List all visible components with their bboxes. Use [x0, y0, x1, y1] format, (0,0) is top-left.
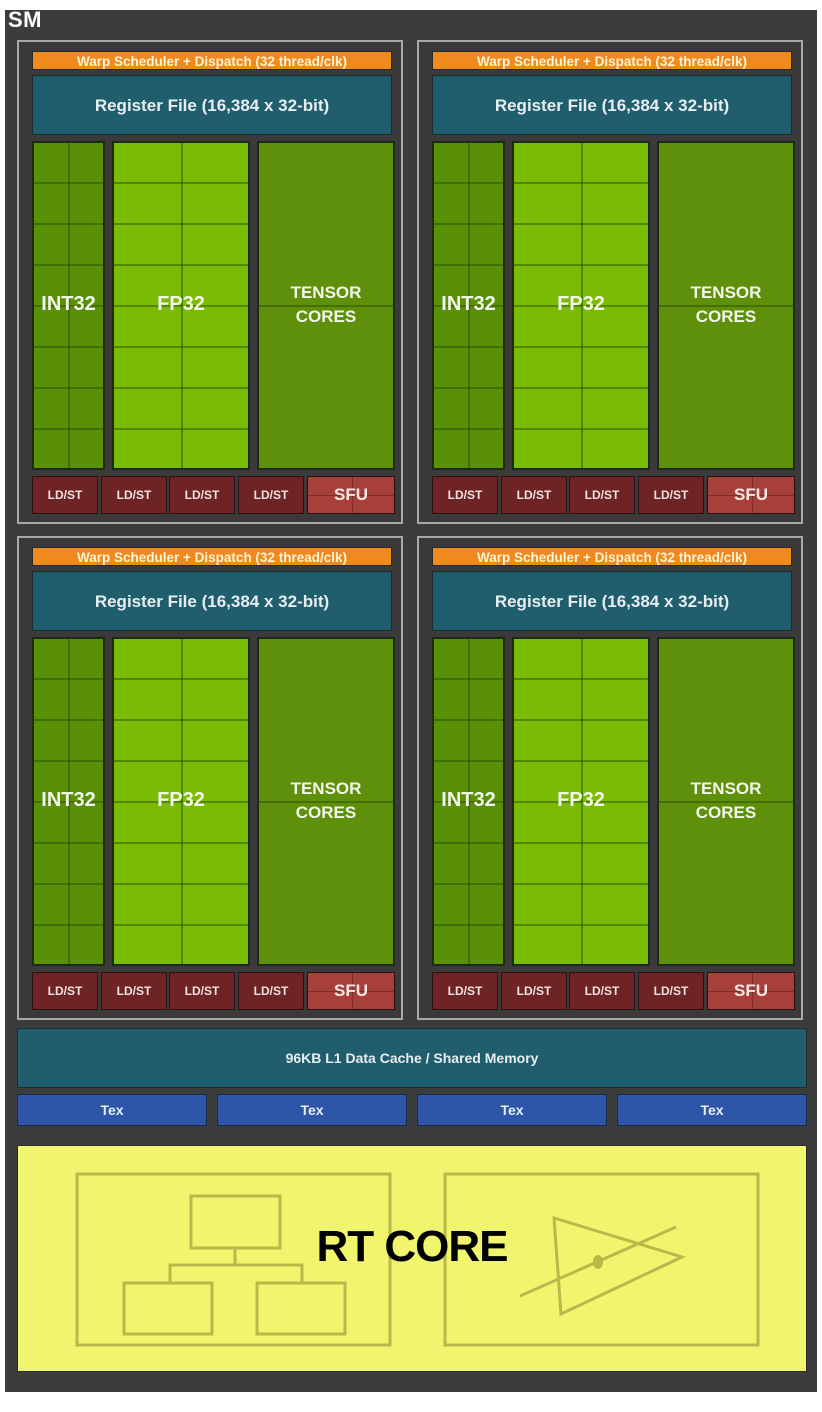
bvh-tree-icon [75, 1172, 392, 1347]
tensor-label-line2: CORES [295, 803, 357, 822]
tex-unit-2: Tex [217, 1094, 407, 1126]
int32-label: INT32 [441, 789, 496, 811]
ldst-unit: LD/ST [432, 476, 498, 514]
fp32-units: FP32 [112, 141, 250, 470]
fp32-label: FP32 [557, 293, 605, 315]
tex-unit-1: Tex [17, 1094, 207, 1126]
processing-block-2: Warp Scheduler + Dispatch (32 thread/clk… [417, 40, 803, 524]
ldst-unit: LD/ST [238, 972, 304, 1010]
fp32-label: FP32 [157, 789, 205, 811]
fp32-units: FP32 [512, 637, 650, 966]
sfu-unit: SFU [307, 972, 395, 1010]
sfu-unit: SFU [707, 476, 795, 514]
ldst-unit: LD/ST [569, 972, 635, 1010]
ldst-unit: LD/ST [101, 972, 167, 1010]
tensor-label-line2: CORES [695, 803, 757, 822]
tensor-label-line1: TENSOR [290, 283, 362, 302]
processing-block-4: Warp Scheduler + Dispatch (32 thread/clk… [417, 536, 803, 1020]
tensor-cores: TENSOR CORES [657, 637, 795, 966]
warp-scheduler: Warp Scheduler + Dispatch (32 thread/clk… [32, 547, 392, 566]
int32-label: INT32 [41, 293, 96, 315]
sfu-label: SFU [334, 485, 368, 504]
warp-scheduler: Warp Scheduler + Dispatch (32 thread/clk… [432, 547, 792, 566]
tensor-cores: TENSOR CORES [657, 141, 795, 470]
sfu-unit: SFU [707, 972, 795, 1010]
tensor-label-line2: CORES [695, 307, 757, 326]
tensor-label-line1: TENSOR [690, 283, 762, 302]
processing-block-3: Warp Scheduler + Dispatch (32 thread/clk… [17, 536, 403, 1020]
sfu-label: SFU [334, 981, 368, 1000]
rt-core: RT CORE [17, 1145, 807, 1372]
int32-units: INT32 [32, 637, 105, 966]
warp-scheduler: Warp Scheduler + Dispatch (32 thread/clk… [32, 51, 392, 70]
register-file: Register File (16,384 x 32-bit) [32, 571, 392, 631]
tensor-cores: TENSOR CORES [257, 637, 395, 966]
ldst-unit: LD/ST [501, 972, 567, 1010]
rt-core-icons [75, 1172, 760, 1347]
int32-units: INT32 [432, 637, 505, 966]
ldst-unit: LD/ST [569, 476, 635, 514]
tex-unit-4: Tex [617, 1094, 807, 1126]
sfu-unit: SFU [307, 476, 395, 514]
register-file: Register File (16,384 x 32-bit) [432, 571, 792, 631]
ldst-unit: LD/ST [32, 476, 98, 514]
tensor-label-line1: TENSOR [290, 779, 362, 798]
tex-unit-3: Tex [417, 1094, 607, 1126]
ldst-unit: LD/ST [501, 476, 567, 514]
fp32-units: FP32 [112, 637, 250, 966]
sm-title: SM [8, 7, 42, 32]
ldst-unit: LD/ST [101, 476, 167, 514]
int32-units: INT32 [32, 141, 105, 470]
register-file: Register File (16,384 x 32-bit) [432, 75, 792, 135]
tensor-cores: TENSOR CORES [257, 141, 395, 470]
ldst-unit: LD/ST [169, 476, 235, 514]
fp32-label: FP32 [157, 293, 205, 315]
int32-units: INT32 [432, 141, 505, 470]
ldst-unit: LD/ST [638, 476, 704, 514]
rt-core-label: RT CORE [316, 1222, 509, 1271]
l1-data-cache: 96KB L1 Data Cache / Shared Memory [17, 1028, 807, 1088]
sfu-label: SFU [734, 485, 768, 504]
processing-block-1: Warp Scheduler + Dispatch (32 thread/clk… [17, 40, 403, 524]
fp32-label: FP32 [557, 789, 605, 811]
fp32-units: FP32 [512, 141, 650, 470]
ldst-unit: LD/ST [238, 476, 304, 514]
ldst-unit: LD/ST [169, 972, 235, 1010]
int32-label: INT32 [441, 293, 496, 315]
ldst-unit: LD/ST [432, 972, 498, 1010]
sm-diagram: SM Warp Scheduler + Dispatch (32 thread/… [5, 7, 817, 1392]
sfu-label: SFU [734, 981, 768, 1000]
ldst-unit: LD/ST [638, 972, 704, 1010]
tensor-label-line2: CORES [295, 307, 357, 326]
warp-scheduler: Warp Scheduler + Dispatch (32 thread/clk… [432, 51, 792, 70]
int32-label: INT32 [41, 789, 96, 811]
register-file: Register File (16,384 x 32-bit) [32, 75, 392, 135]
tensor-label-line1: TENSOR [690, 779, 762, 798]
ldst-unit: LD/ST [32, 972, 98, 1010]
